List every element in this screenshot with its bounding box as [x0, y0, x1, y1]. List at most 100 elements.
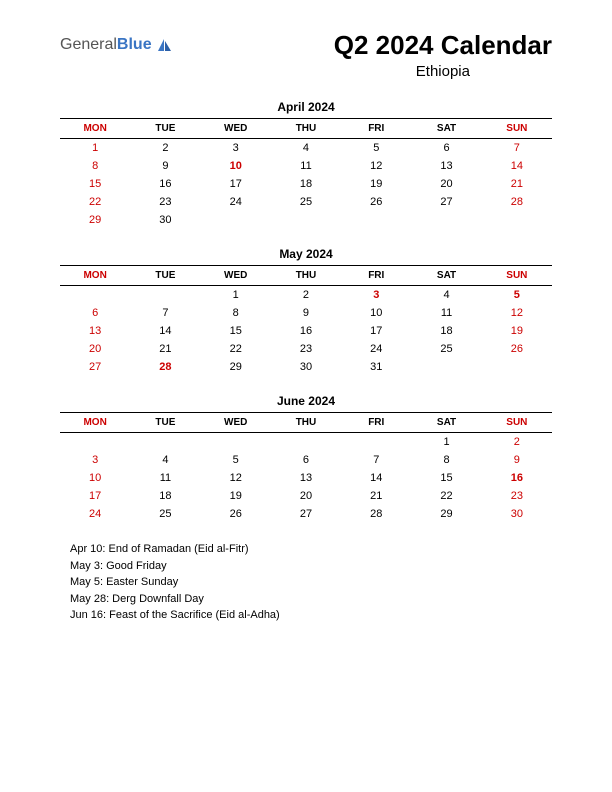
day-cell: 3	[341, 286, 411, 305]
day-cell: 9	[482, 451, 552, 469]
table-row: 10111213141516	[60, 469, 552, 487]
day-cell	[271, 211, 341, 229]
day-cell	[482, 211, 552, 229]
day-cell: 5	[482, 286, 552, 305]
title-block: Q2 2024 Calendar Ethiopia	[334, 30, 552, 80]
day-cell: 15	[60, 175, 130, 193]
day-cell: 12	[341, 157, 411, 175]
day-cell: 23	[482, 487, 552, 505]
day-cell: 2	[130, 139, 200, 158]
holiday-line: May 3: Good Friday	[70, 558, 552, 575]
day-cell: 21	[341, 487, 411, 505]
day-cell: 21	[482, 175, 552, 193]
day-header: THU	[271, 413, 341, 433]
logo-text-2: Blue	[117, 36, 152, 53]
header: GeneralBlue Q2 2024 Calendar Ethiopia	[60, 30, 552, 80]
holiday-line: May 28: Derg Downfall Day	[70, 591, 552, 608]
table-row: 22232425262728	[60, 193, 552, 211]
logo: GeneralBlue	[60, 36, 172, 54]
table-row: 17181920212223	[60, 487, 552, 505]
day-header: FRI	[341, 266, 411, 286]
day-cell: 21	[130, 340, 200, 358]
table-row: 12	[60, 433, 552, 452]
page-subtitle: Ethiopia	[334, 63, 552, 80]
day-cell: 24	[201, 193, 271, 211]
day-header: SUN	[482, 266, 552, 286]
day-cell: 8	[411, 451, 481, 469]
table-row: 2930	[60, 211, 552, 229]
table-row: 24252627282930	[60, 505, 552, 523]
day-header: WED	[201, 413, 271, 433]
day-cell	[271, 433, 341, 452]
day-header: THU	[271, 266, 341, 286]
day-cell: 13	[60, 322, 130, 340]
day-cell: 23	[271, 340, 341, 358]
day-cell: 13	[271, 469, 341, 487]
day-cell: 20	[271, 487, 341, 505]
month-title: June 2024	[60, 394, 552, 408]
day-cell: 10	[341, 304, 411, 322]
day-cell: 25	[130, 505, 200, 523]
day-cell	[341, 211, 411, 229]
month-block: June 2024MONTUEWEDTHUFRISATSUN1234567891…	[60, 394, 552, 523]
month-title: April 2024	[60, 100, 552, 114]
day-cell: 7	[341, 451, 411, 469]
day-header: TUE	[130, 413, 200, 433]
day-header: SAT	[411, 413, 481, 433]
day-header: TUE	[130, 266, 200, 286]
day-cell	[130, 433, 200, 452]
day-cell: 24	[341, 340, 411, 358]
day-cell: 14	[130, 322, 200, 340]
day-cell: 8	[201, 304, 271, 322]
day-cell: 28	[341, 505, 411, 523]
day-header: SAT	[411, 119, 481, 139]
day-header: MON	[60, 119, 130, 139]
day-header: WED	[201, 266, 271, 286]
table-row: 12345	[60, 286, 552, 305]
day-cell: 28	[130, 358, 200, 376]
day-cell: 18	[411, 322, 481, 340]
holidays-list: Apr 10: End of Ramadan (Eid al-Fitr)May …	[60, 541, 552, 624]
months-container: April 2024MONTUEWEDTHUFRISATSUN123456789…	[60, 100, 552, 523]
day-cell: 25	[271, 193, 341, 211]
day-cell: 12	[482, 304, 552, 322]
day-cell: 1	[411, 433, 481, 452]
day-cell: 14	[341, 469, 411, 487]
table-row: 20212223242526	[60, 340, 552, 358]
day-cell: 16	[130, 175, 200, 193]
day-cell: 26	[482, 340, 552, 358]
day-cell: 19	[482, 322, 552, 340]
day-cell: 20	[60, 340, 130, 358]
day-cell	[411, 358, 481, 376]
day-cell: 16	[482, 469, 552, 487]
day-cell: 13	[411, 157, 481, 175]
day-cell: 4	[130, 451, 200, 469]
holiday-line: Apr 10: End of Ramadan (Eid al-Fitr)	[70, 541, 552, 558]
calendar-table: MONTUEWEDTHUFRISATSUN1234567891011121314…	[60, 118, 552, 229]
day-cell: 24	[60, 505, 130, 523]
day-cell: 17	[60, 487, 130, 505]
day-cell: 15	[411, 469, 481, 487]
day-cell: 6	[60, 304, 130, 322]
day-cell: 17	[201, 175, 271, 193]
day-cell: 26	[201, 505, 271, 523]
day-cell	[201, 433, 271, 452]
calendar-table: MONTUEWEDTHUFRISATSUN1234567891011121314…	[60, 412, 552, 523]
day-cell: 4	[411, 286, 481, 305]
day-cell: 17	[341, 322, 411, 340]
day-cell: 6	[271, 451, 341, 469]
day-cell	[411, 211, 481, 229]
day-header: FRI	[341, 413, 411, 433]
day-cell: 29	[411, 505, 481, 523]
day-cell: 12	[201, 469, 271, 487]
day-cell: 27	[60, 358, 130, 376]
table-row: 15161718192021	[60, 175, 552, 193]
day-cell: 7	[130, 304, 200, 322]
month-block: April 2024MONTUEWEDTHUFRISATSUN123456789…	[60, 100, 552, 229]
table-row: 1234567	[60, 139, 552, 158]
logo-sail-icon	[156, 38, 172, 52]
day-cell: 10	[201, 157, 271, 175]
day-cell	[130, 286, 200, 305]
day-cell: 9	[130, 157, 200, 175]
day-cell: 29	[201, 358, 271, 376]
